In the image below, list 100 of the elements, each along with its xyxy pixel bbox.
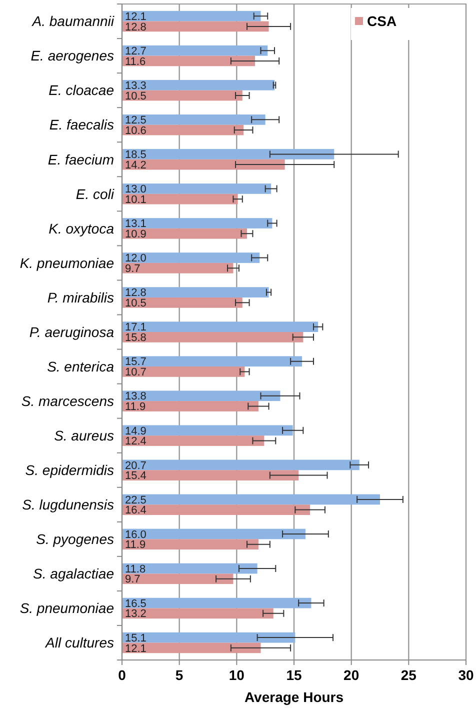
bar <box>122 56 256 66</box>
bar <box>122 539 258 550</box>
bar <box>122 262 234 274</box>
data-label: 13.8 <box>125 390 146 403</box>
data-label: 10.5 <box>125 90 146 102</box>
x-tick-label: 30 <box>458 667 474 683</box>
y-tick-label: A. baumannii <box>31 13 115 30</box>
y-tick-label: S. pneumoniae <box>20 600 114 616</box>
data-label: 12.0 <box>125 252 146 265</box>
bar <box>122 252 260 263</box>
y-tick-label: E. aerogenes <box>30 48 114 64</box>
y-tick-label: All cultures <box>44 634 114 651</box>
data-label: 11.8 <box>125 563 146 576</box>
data-label: 10.7 <box>125 366 146 379</box>
bar <box>122 632 296 643</box>
data-label: 15.7 <box>125 356 146 368</box>
bar <box>122 528 306 540</box>
data-label: 12.4 <box>125 436 146 448</box>
data-label: 15.8 <box>125 332 146 344</box>
data-label: 12.5 <box>125 114 146 127</box>
data-label: 15.4 <box>125 470 146 482</box>
y-tick-label: S. agalactiae <box>33 566 114 582</box>
data-label: 12.1 <box>125 642 146 655</box>
bar <box>122 332 304 342</box>
bar <box>122 194 238 204</box>
y-tick-label: K. pneumoniae <box>20 254 114 271</box>
bar <box>122 642 261 654</box>
data-label: 10.9 <box>125 228 146 240</box>
bar <box>122 598 312 608</box>
data-label: 13.0 <box>125 184 146 196</box>
data-label: 11.9 <box>125 401 146 414</box>
x-tick-label: 15 <box>286 667 302 683</box>
data-label: 16.4 <box>125 504 146 517</box>
data-label: 12.1 <box>125 10 146 23</box>
y-tick-label: E. coli <box>76 186 115 202</box>
data-label: 18.5 <box>125 149 146 162</box>
bar <box>122 504 310 515</box>
y-tick-label: K. oxytoca <box>48 220 114 236</box>
y-tick-label: E. faecium <box>48 151 114 168</box>
legend-label: CSA <box>367 12 397 29</box>
data-label: 11.9 <box>125 539 146 552</box>
data-label: 13.2 <box>125 608 146 620</box>
y-tick-label: S. aureus <box>54 427 114 444</box>
data-label: 22.5 <box>125 494 146 506</box>
y-tick-label: S. enterica <box>47 358 114 374</box>
data-label: 20.7 <box>125 460 146 472</box>
data-label: 14.2 <box>125 159 146 172</box>
bar <box>122 228 247 239</box>
bar <box>122 45 268 56</box>
bar <box>122 574 234 584</box>
data-label: 12.8 <box>125 287 146 300</box>
bar <box>122 287 269 298</box>
data-label: 10.6 <box>125 124 146 137</box>
x-tick-label: 0 <box>118 667 126 683</box>
data-label: 14.9 <box>125 425 146 438</box>
y-tick-label: E. faecalis <box>49 116 114 133</box>
y-tick-label: S. epidermidis <box>25 462 114 478</box>
bar <box>122 218 272 228</box>
bar <box>122 90 242 101</box>
bar <box>122 366 245 377</box>
data-label: 16.5 <box>125 598 146 610</box>
x-tick-label: 20 <box>344 667 360 683</box>
y-tick-label: P. mirabilis <box>47 289 114 306</box>
data-label: 10.5 <box>125 298 146 310</box>
data-label: 12.7 <box>125 45 146 58</box>
data-label: 13.1 <box>125 218 146 230</box>
bar <box>122 356 302 367</box>
data-label: 16.0 <box>125 528 146 541</box>
data-label: 12.8 <box>125 21 146 34</box>
bar <box>122 494 380 505</box>
bar <box>122 21 269 32</box>
data-label: 17.1 <box>125 322 146 334</box>
bar <box>122 124 244 136</box>
bar <box>122 436 264 446</box>
bar <box>122 460 360 470</box>
bar <box>122 114 266 125</box>
bar <box>122 184 272 194</box>
bar <box>122 608 274 619</box>
x-tick-label: 25 <box>400 667 417 683</box>
x-tick-label: 10 <box>228 667 245 683</box>
bar <box>122 159 285 170</box>
y-tick-label: S. pyogenes <box>36 531 114 548</box>
x-tick-label: 5 <box>175 667 184 683</box>
bar <box>122 10 261 22</box>
bar <box>122 297 242 308</box>
y-tick-label: S. marcescens <box>21 392 114 409</box>
bar <box>122 401 258 412</box>
bar <box>122 390 280 402</box>
bar <box>122 80 275 90</box>
y-tick-label: P. aeruginosa <box>29 324 114 340</box>
y-tick-label: S. lugdunensis <box>22 496 114 513</box>
data-label: 13.3 <box>125 80 146 92</box>
bar <box>122 563 258 574</box>
data-label: 15.1 <box>125 632 146 644</box>
data-label: 9.7 <box>125 262 140 275</box>
bar <box>122 425 293 436</box>
x-axis-title: Average Hours <box>244 689 344 705</box>
data-label: 10.1 <box>125 194 146 206</box>
data-label: 9.7 <box>125 574 140 586</box>
bar <box>122 470 299 480</box>
